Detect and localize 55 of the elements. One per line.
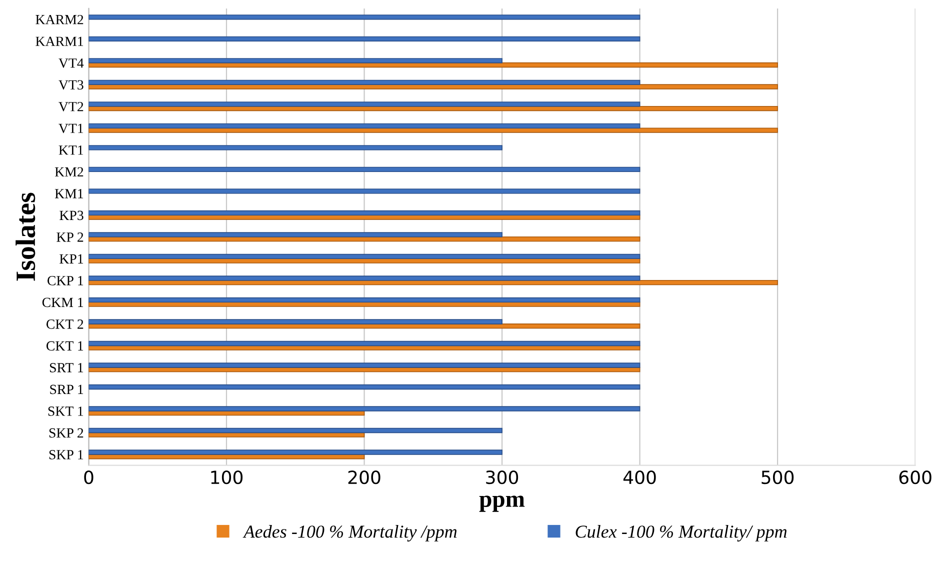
bar xyxy=(88,166,640,172)
y-tick-label: KP 2 xyxy=(56,232,84,242)
bar xyxy=(88,384,640,390)
y-tick-label: SKP 2 xyxy=(49,428,84,438)
bar xyxy=(88,428,502,434)
bar xyxy=(88,80,640,86)
bar xyxy=(88,340,640,346)
y-tick-label: KM1 xyxy=(54,189,84,198)
bar xyxy=(88,210,640,216)
bar xyxy=(88,123,640,129)
x-tick-label: 100 xyxy=(211,470,243,484)
bar xyxy=(88,319,502,324)
y-tick-label: SRT 1 xyxy=(50,363,84,372)
bar xyxy=(88,450,502,455)
legend-label: Culex -100 % Mortality/ ppm xyxy=(576,525,787,542)
y-tick-label: VT1 xyxy=(58,124,84,134)
y-tick-label: KARM1 xyxy=(36,36,84,46)
x-tick-label: 600 xyxy=(899,470,932,484)
y-tick-label: KARM2 xyxy=(36,14,84,24)
bar xyxy=(88,58,502,64)
bar xyxy=(88,84,778,90)
bar xyxy=(88,128,778,133)
x-tick-label: 300 xyxy=(486,470,518,484)
bar xyxy=(88,406,640,412)
bar xyxy=(88,297,640,303)
x-axis-title: ppm xyxy=(479,496,525,512)
y-tick-label: VT3 xyxy=(58,80,84,90)
bar xyxy=(88,102,640,107)
x-tick-label: 200 xyxy=(348,470,380,484)
bar xyxy=(88,188,640,194)
bar xyxy=(88,362,640,368)
y-tick-label: KP1 xyxy=(60,254,84,264)
y-tick-label: CKP 1 xyxy=(48,276,84,286)
y-tick-label: CKT 2 xyxy=(46,320,84,329)
bar xyxy=(88,276,640,281)
bar xyxy=(88,145,502,150)
y-tick-label: KP3 xyxy=(60,210,84,220)
y-tick-label: SRP 1 xyxy=(50,384,84,394)
x-tick-label: 400 xyxy=(623,470,656,484)
x-tick-label: 0 xyxy=(84,470,94,484)
y-tick-label: KT1 xyxy=(58,146,84,155)
bar xyxy=(88,14,640,20)
y-tick-label: CKM 1 xyxy=(42,298,84,308)
y-tick-label: SKP 1 xyxy=(49,450,84,460)
legend-label: Aedes -100 % Mortality /ppm xyxy=(242,525,457,542)
y-axis-title: Isolates xyxy=(16,192,36,281)
bar xyxy=(88,232,502,238)
y-tick-label: VT4 xyxy=(58,58,84,68)
bar xyxy=(88,254,640,260)
x-tick-label: 500 xyxy=(762,470,794,484)
bar xyxy=(88,36,640,42)
y-tick-label: VT2 xyxy=(58,102,84,112)
y-tick-label: SKT 1 xyxy=(48,406,84,416)
y-tick-label: KM2 xyxy=(54,167,84,176)
y-tick-label: CKT 1 xyxy=(46,341,84,351)
